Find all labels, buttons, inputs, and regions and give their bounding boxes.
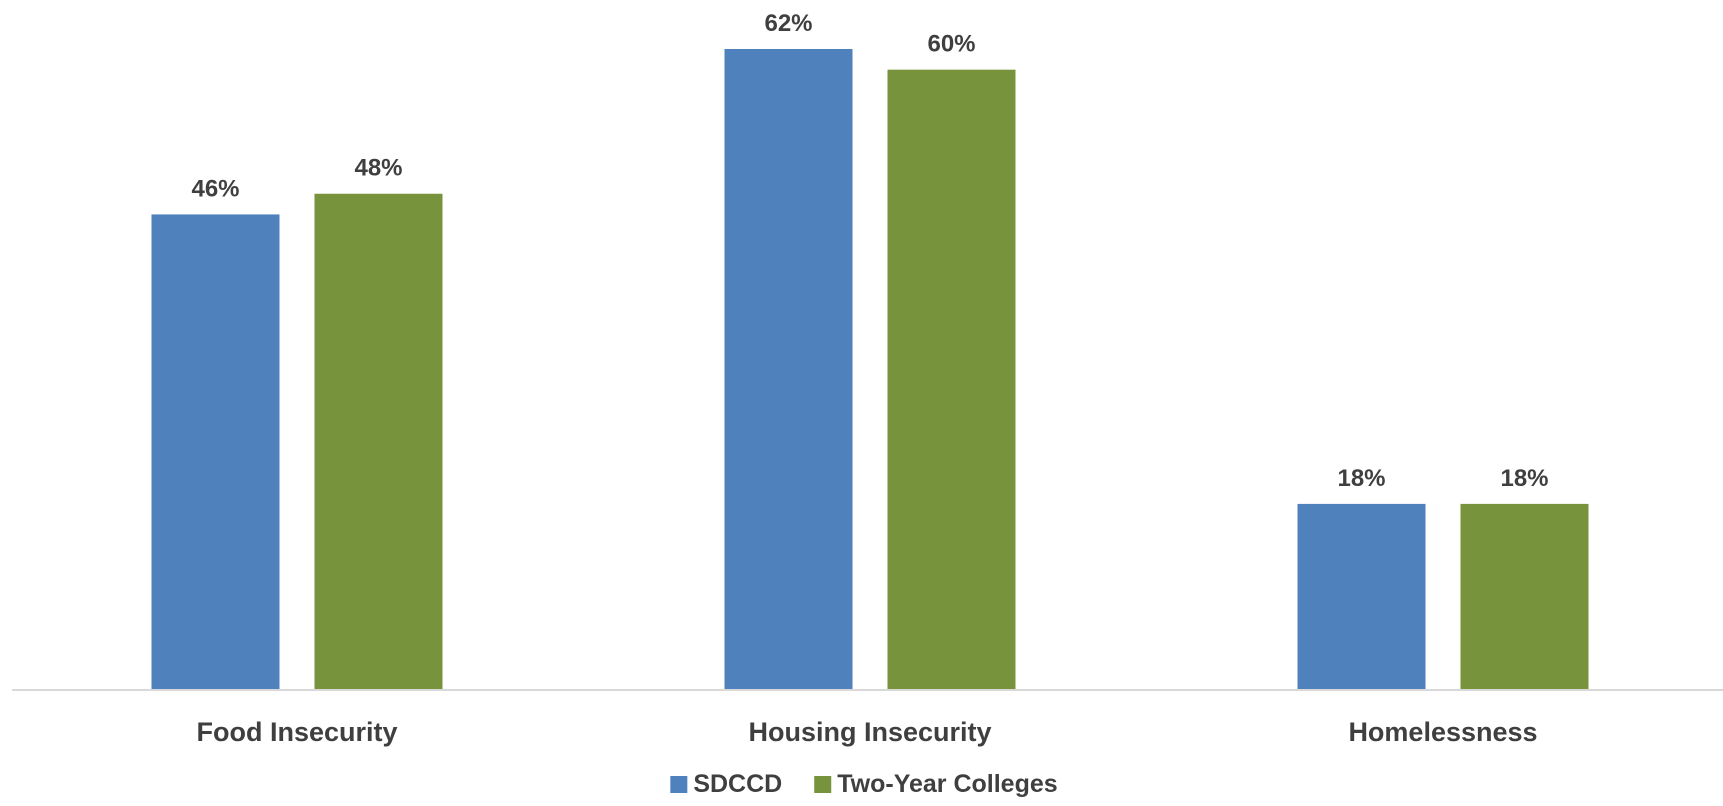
legend-label-sdccd: SDCCD bbox=[693, 770, 782, 798]
category-label-food-insecurity: Food Insecurity bbox=[196, 717, 397, 747]
bar-sdccd-housing-insecurity bbox=[724, 49, 853, 690]
bar-two-year-colleges-homelessness bbox=[1460, 503, 1589, 690]
data-label-two-year-colleges-housing-insecurity: 60% bbox=[927, 31, 975, 58]
legend-swatch-two-year-colleges bbox=[814, 776, 832, 793]
category-label-homelessness: Homelessness bbox=[1348, 717, 1537, 747]
bar-sdccd-food-insecurity bbox=[151, 214, 280, 690]
legend-label-two-year-colleges: Two-Year Colleges bbox=[837, 770, 1057, 798]
data-label-sdccd-housing-insecurity: 62% bbox=[764, 10, 812, 37]
bar-two-year-colleges-housing-insecurity bbox=[887, 69, 1016, 690]
data-label-two-year-colleges-homelessness: 18% bbox=[1500, 465, 1548, 492]
data-label-sdccd-food-insecurity: 46% bbox=[191, 175, 239, 202]
bar-sdccd-homelessness bbox=[1297, 503, 1426, 690]
category-label-housing-insecurity: Housing Insecurity bbox=[748, 717, 991, 747]
category-labels-group: Food Insecurity Housing Insecurity Homeles… bbox=[196, 717, 1537, 747]
bars-group bbox=[151, 49, 1589, 690]
data-labels-group: 46% 48% 62% 60% 18% 18% bbox=[191, 10, 1548, 492]
legend-swatch-sdccd bbox=[670, 776, 688, 793]
data-label-two-year-colleges-food-insecurity: 48% bbox=[354, 155, 402, 182]
bar-two-year-colleges-food-insecurity bbox=[314, 193, 443, 690]
data-label-sdccd-homelessness: 18% bbox=[1337, 465, 1385, 492]
legend: SDCCD Two-Year Colleges bbox=[670, 770, 1058, 798]
